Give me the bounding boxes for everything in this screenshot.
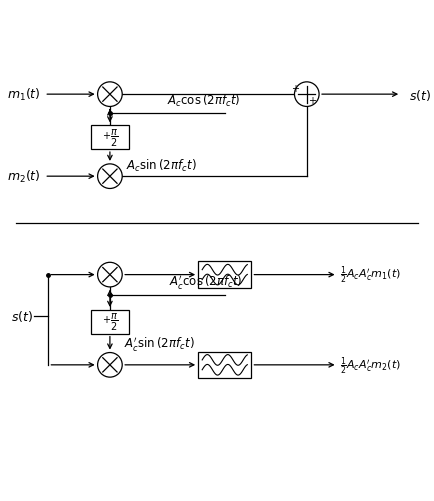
Text: $+$: $+$ — [308, 94, 317, 105]
Text: $A_c \sin\left(2\pi f_c t\right)$: $A_c \sin\left(2\pi f_c t\right)$ — [126, 158, 197, 174]
Text: $+\dfrac{\pi}{2}$: $+\dfrac{\pi}{2}$ — [102, 127, 118, 148]
Circle shape — [294, 83, 319, 107]
Circle shape — [97, 164, 122, 189]
Text: $m_1(t)$: $m_1(t)$ — [7, 87, 40, 103]
Text: $A_c^{\prime} \cos\left(2\pi f_c t\right)$: $A_c^{\prime} \cos\left(2\pi f_c t\right… — [169, 273, 243, 291]
Text: $s(t)$: $s(t)$ — [408, 88, 431, 102]
Text: $+\dfrac{\pi}{2}$: $+\dfrac{\pi}{2}$ — [102, 312, 118, 333]
Bar — [91, 126, 128, 150]
Text: $\frac{1}{2}A_c A_c^{\prime} m_1(t)$: $\frac{1}{2}A_c A_c^{\prime} m_1(t)$ — [339, 265, 400, 286]
Text: $A_c^{\prime} \sin\left(2\pi f_c t\right)$: $A_c^{\prime} \sin\left(2\pi f_c t\right… — [124, 334, 194, 352]
Text: $+$: $+$ — [290, 83, 299, 94]
Circle shape — [97, 353, 122, 377]
Text: $s(t)$: $s(t)$ — [11, 309, 33, 324]
Bar — [197, 352, 251, 378]
Circle shape — [97, 83, 122, 107]
Bar — [91, 310, 128, 334]
Text: $m_2(t)$: $m_2(t)$ — [7, 169, 40, 185]
Text: $\frac{1}{2}A_c A_c^{\prime} m_2(t)$: $\frac{1}{2}A_c A_c^{\prime} m_2(t)$ — [339, 354, 400, 376]
Circle shape — [97, 263, 122, 288]
Bar — [197, 262, 251, 289]
Text: $A_c \cos\left(2\pi f_c t\right)$: $A_c \cos\left(2\pi f_c t\right)$ — [167, 93, 240, 109]
